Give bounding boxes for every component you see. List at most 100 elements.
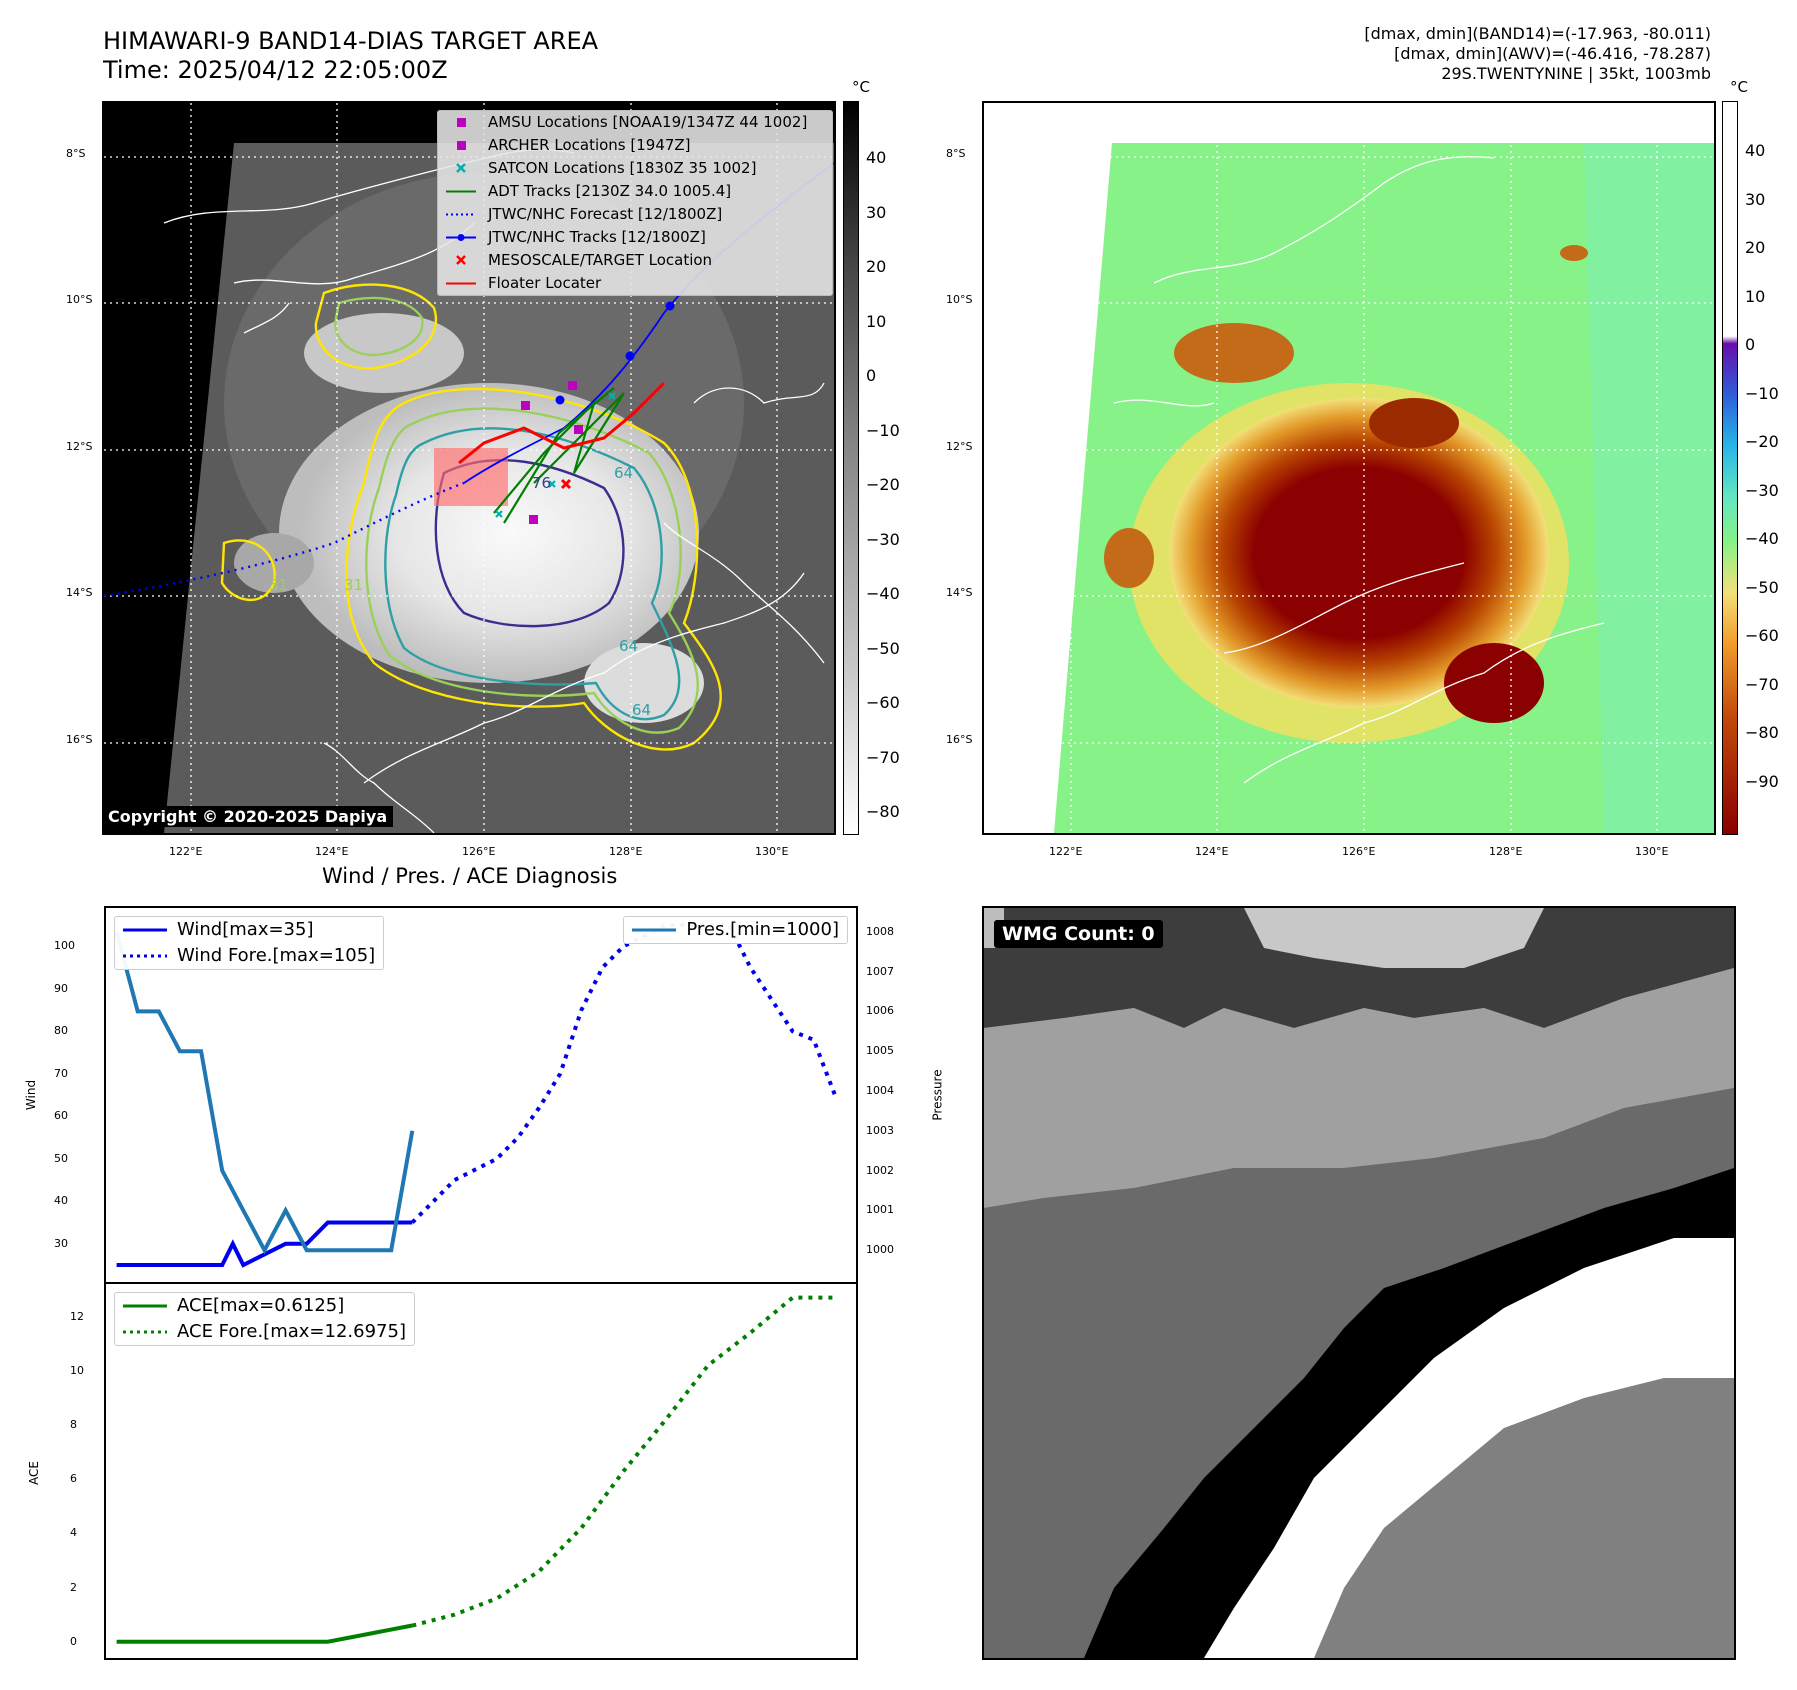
colorbar-right-tick: −60 [1745,626,1779,645]
map-legend-label: ARCHER Locations [1947Z] [488,136,691,154]
wind-pressure-panel: Wind[max=35] Wind Fore.[max=105] Pres.[m… [104,906,858,1284]
lon-tick-label: 124°E [1195,845,1229,858]
wmg-panel [982,906,1736,1660]
colorbar-left-tick: −30 [866,529,900,549]
adt-track [503,387,615,524]
wind-fore-legend-row: Wind Fore.[max=105] [115,943,383,969]
awv-cold-cell [1104,528,1154,588]
map-legend-item: MESOSCALE/TARGET Location [438,249,832,272]
contour-label: 64 [619,637,638,655]
coastline [1153,156,1495,284]
lon-tick-label: 128°E [1489,845,1523,858]
ace-tick-label: 6 [70,1472,77,1486]
mesoscale-target-marker [560,478,572,490]
colorbar-right-tick: 40 [1745,141,1766,160]
wind-axis-label: Wind [24,1079,39,1111]
lat-tick-label: 16°S [946,733,973,746]
legend-symbol-icon [446,282,476,285]
coastline [243,302,290,334]
pressure-tick-label: 1003 [866,1123,894,1137]
wind-fore-legend-label: Wind Fore.[max=105] [177,945,376,966]
lon-tick-label: 126°E [1342,845,1376,858]
wind-pressure-chart [114,923,837,1268]
ace-fore-legend-row: ACE Fore.[max=12.6975] [115,1319,414,1345]
jtwc-track-point [665,301,675,311]
map-legend-item: ARCHER Locations [1947Z] [438,134,832,157]
awv-cold-cell [1369,398,1459,448]
colorbar-left-tick: 0 [866,366,877,385]
colorbar-left-tick: 10 [866,311,887,331]
satcon-marker [548,480,556,488]
legend-line-icon [123,928,167,932]
lat-tick-label: 14°S [946,586,973,599]
lat-tick-label: 12°S [66,440,93,453]
contour-label: 76 [532,474,551,492]
pressure-legend-row: Pres.[min=1000] [624,917,847,943]
colorbar-right-tick: 10 [1745,286,1766,306]
ace-legend: ACE[max=0.6125] ACE Fore.[max=12.6975] [114,1292,415,1346]
legend-symbol-icon [457,141,466,150]
legend-line-icon [123,1304,167,1308]
lon-tick-label: 126°E [462,845,496,858]
pressure-tick-label: 1004 [866,1084,894,1098]
colorbar-right-tick: 0 [1745,335,1756,354]
map-legend-label: AMSU Locations [NOAA19/1347Z 44 1002] [488,113,808,131]
contour-yellow [345,387,722,751]
ace-legend-row: ACE[max=0.6125] [115,1293,414,1319]
pressure-tick-label: 1000 [866,1243,894,1257]
map-legend-label: JTWC/NHC Forecast [12/1800Z] [488,205,723,223]
contour-green [365,407,699,734]
jtwc-track-point [555,395,565,405]
wind-tick-label: 40 [54,1194,68,1208]
map-legend-label: SATCON Locations [1830Z 35 1002] [488,159,757,177]
ace-tick-label: 8 [70,1417,77,1431]
contour-label: 64 [632,701,651,719]
legend-line-icon [632,928,677,932]
colorbar-right-tick: −50 [1745,577,1779,597]
lat-tick-label: 12°S [946,440,973,453]
lon-tick-label: 122°E [1049,845,1083,858]
coastline [1113,399,1215,407]
colorbar-right-tick: −80 [1745,723,1779,742]
colorbar-left-tick: −50 [866,638,900,658]
coastline [1243,622,1605,784]
archer-marker [574,425,583,434]
colorbar-left-tick: −70 [866,747,900,767]
pressure-legend-label: Pres.[min=1000] [686,919,839,940]
info-line-1: [dmax, dmin](BAND14)=(-17.963, -80.011) [1364,24,1711,43]
cold-cloud-cell [234,533,314,593]
colorbar-left-tick: −20 [866,475,900,494]
colorbar-left-tick: −60 [866,693,900,712]
wind-legend: Wind[max=35] Wind Fore.[max=105] [114,916,385,970]
wmg-count-badge: WMG Count: 0 [994,920,1163,948]
ace-chart [116,1295,835,1644]
wmg-map [984,908,1734,1658]
ace-tick-label: 2 [70,1580,77,1594]
awv-map [984,103,1714,833]
contour-label: 31 [344,576,363,594]
coastline [1223,562,1465,654]
wmg-region-mid-dark [984,1088,1734,1658]
coastline [693,382,825,404]
legend-symbol-icon [446,190,476,193]
contour-yellow-north [314,283,437,370]
amsu-marker [521,401,530,410]
lon-tick-label: 130°E [755,845,789,858]
awv-cold-cell [1174,323,1294,383]
legend-dotted-icon [123,954,167,958]
wind-tick-label: 90 [54,981,68,995]
colorbar-right-tick: −70 [1745,674,1779,694]
lat-tick-label: 8°S [66,147,86,160]
colorbar-right-tick: −30 [1745,480,1779,500]
target-area-box [434,448,508,506]
lat-tick-label: 14°S [66,586,93,599]
archer-marker [568,381,577,390]
colorbar-left-tick: 40 [866,148,887,167]
coastline [663,522,825,664]
contour-teal [384,427,681,721]
contour-purple [434,458,625,628]
wind-tick-label: 80 [54,1024,68,1038]
contour-label: 31 [269,576,288,594]
chart-time: Time: 2025/04/12 22:05:00Z [103,56,448,84]
ace-legend-label: ACE[max=0.6125] [177,1295,345,1316]
